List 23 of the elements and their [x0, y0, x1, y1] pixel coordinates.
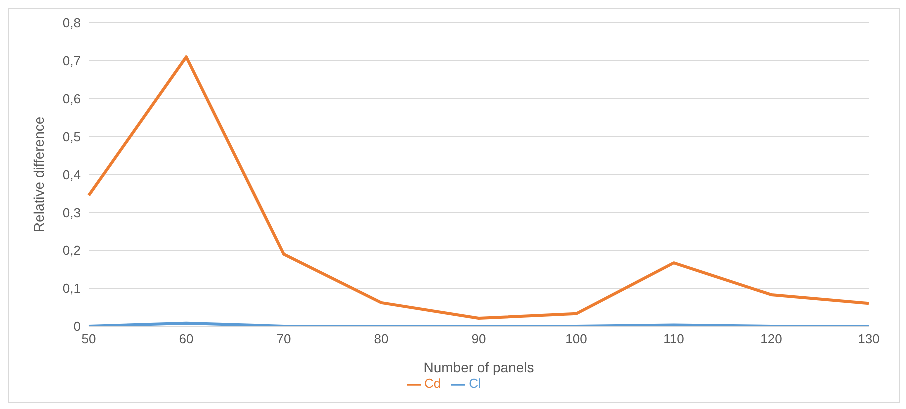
- y-tick-label: 0,2: [62, 243, 81, 258]
- y-tick-label: 0,6: [62, 91, 81, 106]
- x-tick-label: 70: [276, 332, 292, 347]
- y-tick-label: 0,3: [62, 205, 81, 220]
- y-tick-label: 0: [74, 319, 81, 334]
- legend-label: Cd: [424, 376, 442, 392]
- y-tick-label: 0,4: [62, 167, 81, 182]
- line-series: [88, 56, 870, 320]
- x-tick-label: 60: [179, 332, 194, 347]
- x-tick-label: 100: [566, 332, 588, 347]
- x-tick-label: 130: [858, 332, 880, 347]
- x-tick-label: 50: [82, 332, 96, 347]
- x-tick-label: 90: [472, 332, 486, 347]
- y-tick-label: 0,1: [62, 281, 81, 296]
- y-tick-label: 0,8: [62, 16, 81, 31]
- y-axis-title: Relative difference: [30, 116, 47, 233]
- x-tick-label: 120: [760, 332, 782, 347]
- y-tick-label: 0,5: [62, 129, 81, 144]
- y-tick-label: 0,7: [62, 54, 81, 69]
- x-tick-label: 80: [374, 332, 389, 347]
- x-tick-label: 110: [664, 332, 684, 347]
- legend-label: Cl: [469, 376, 482, 392]
- x-axis-title: Number of panels: [424, 359, 534, 376]
